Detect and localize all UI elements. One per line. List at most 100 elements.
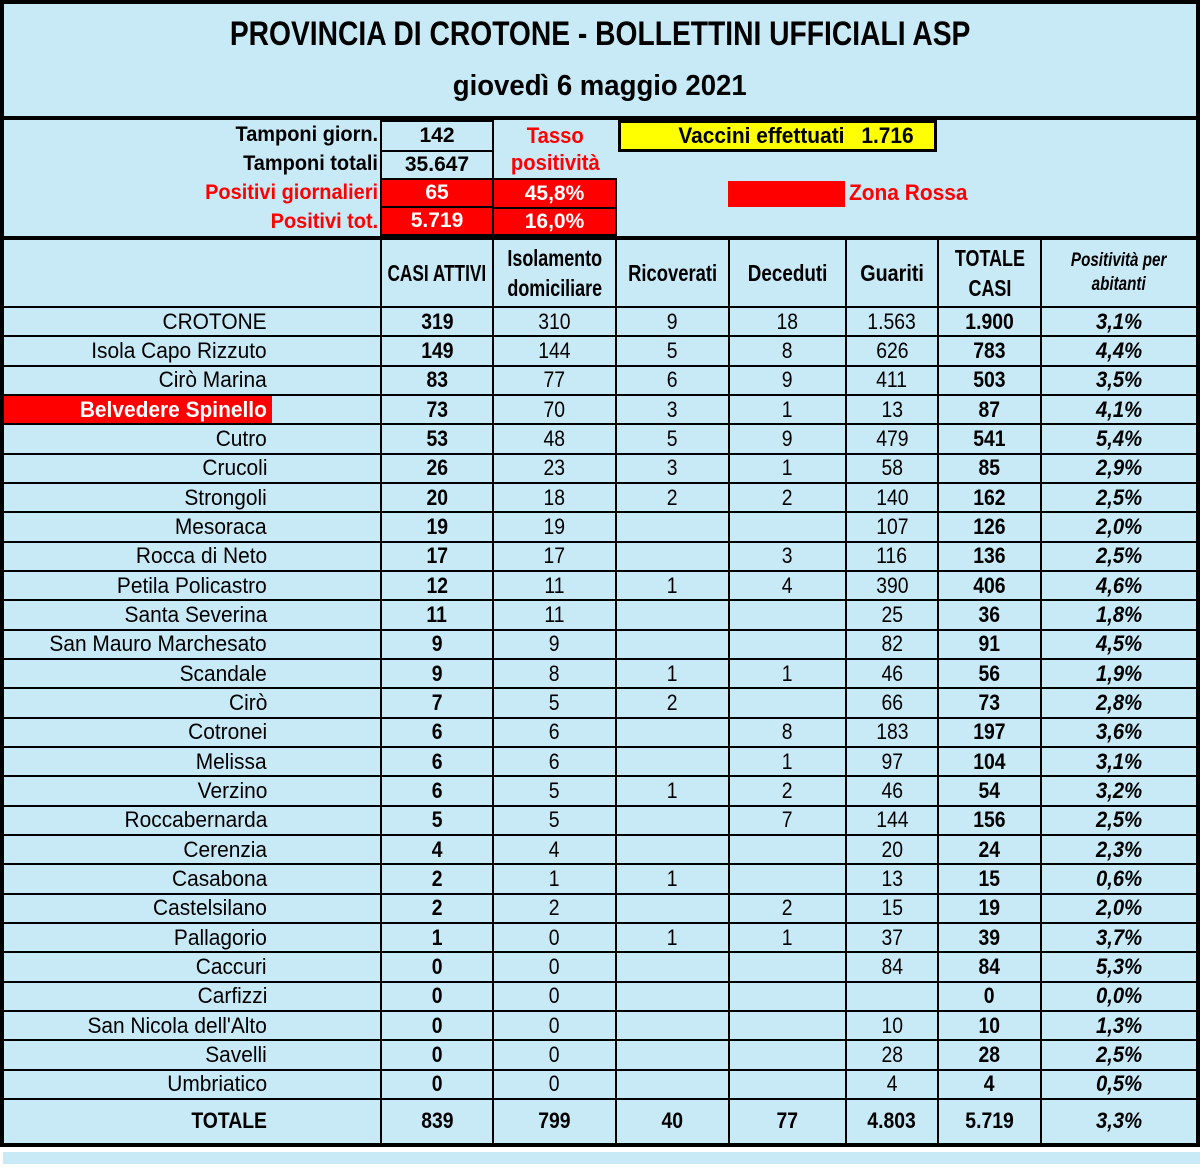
row-3-col-4: 13 bbox=[847, 395, 939, 426]
row-14-col-6: 3,6% bbox=[1042, 719, 1196, 748]
tasso-value-giornaliero: 45,8% bbox=[494, 180, 615, 207]
row-5-col-4: 58 bbox=[847, 454, 939, 484]
row-19-col-4: 13 bbox=[847, 865, 939, 895]
row-11-col-6: 4,5% bbox=[1042, 631, 1196, 660]
row-4-col-4: 479 bbox=[847, 425, 939, 455]
row-23-col-0: 0 bbox=[382, 982, 494, 1012]
vaccini-label: Vaccini effettuati bbox=[677, 123, 845, 148]
row-22-col-1: 0 bbox=[494, 953, 617, 983]
row-25-col-6: 2,5% bbox=[1042, 1041, 1196, 1071]
total-col-5: 5.719 bbox=[939, 1099, 1042, 1143]
row-9-col-6: 4,6% bbox=[1042, 572, 1196, 602]
row-name-7: Mesoraca bbox=[4, 513, 382, 543]
row-8-col-2 bbox=[617, 542, 730, 572]
header-isolamento: Isolamento domiciliare bbox=[494, 240, 617, 308]
row-name-20: Castelsilano bbox=[4, 894, 382, 924]
stat-values: 142 35.647 65 5.719 bbox=[380, 120, 494, 236]
row-9-col-3: 4 bbox=[730, 571, 847, 602]
row-26-col-5: 4 bbox=[939, 1070, 1042, 1100]
row-22-col-2 bbox=[617, 953, 730, 983]
row-12-col-2: 1 bbox=[617, 659, 730, 690]
row-2-col-0: 83 bbox=[382, 366, 494, 396]
row-21-col-2: 1 bbox=[617, 923, 730, 954]
row-11-col-0: 9 bbox=[382, 630, 494, 660]
row-26-col-0: 0 bbox=[382, 1070, 494, 1100]
row-26-col-1: 0 bbox=[494, 1070, 617, 1100]
row-20-col-5: 19 bbox=[939, 894, 1042, 924]
row-25-col-4: 28 bbox=[847, 1041, 939, 1071]
row-19-col-6: 0,6% bbox=[1042, 865, 1196, 895]
row-2-col-6: 3,5% bbox=[1042, 367, 1196, 396]
row-15-col-0: 6 bbox=[382, 747, 494, 778]
row-name-21: Pallagorio bbox=[4, 923, 382, 954]
row-3-col-2: 3 bbox=[617, 395, 730, 426]
row-2-col-1: 77 bbox=[494, 366, 617, 396]
row-24-col-0: 0 bbox=[382, 1011, 494, 1042]
row-12-col-6: 1,9% bbox=[1042, 660, 1196, 690]
row-7-col-1: 19 bbox=[494, 513, 617, 543]
row-8-col-5: 136 bbox=[939, 542, 1042, 572]
row-12-col-0: 9 bbox=[382, 659, 494, 690]
row-21-col-5: 39 bbox=[939, 923, 1042, 954]
row-8-col-3: 3 bbox=[730, 542, 847, 572]
row-3-col-5: 87 bbox=[939, 395, 1042, 426]
row-2-col-3: 9 bbox=[730, 366, 847, 396]
stat-value-tamponi-giornalieri: 142 bbox=[419, 124, 455, 147]
row-name-13: Cirò bbox=[4, 689, 382, 719]
row-15-col-4: 97 bbox=[847, 747, 939, 778]
total-col-6: 3,3% bbox=[1095, 1108, 1143, 1134]
row-17-col-4: 144 bbox=[847, 806, 939, 836]
row-4-col-2: 5 bbox=[617, 425, 730, 455]
row-1-col-1: 144 bbox=[494, 337, 617, 367]
row-7-col-4: 107 bbox=[847, 513, 939, 543]
row-7-col-5: 126 bbox=[939, 513, 1042, 543]
row-19-col-0: 2 bbox=[382, 865, 494, 895]
row-5-col-6: 2,9% bbox=[1042, 455, 1196, 484]
row-6-col-2: 2 bbox=[617, 483, 730, 514]
vaccini-box: Vaccini effettuati 1.716 bbox=[618, 120, 937, 152]
row-18-col-4: 20 bbox=[847, 835, 939, 866]
row-10-col-3 bbox=[730, 601, 847, 631]
row-15-col-1: 6 bbox=[494, 747, 617, 778]
row-11-col-3 bbox=[730, 630, 847, 660]
row-2-col-2: 6 bbox=[617, 366, 730, 396]
tasso-positivita-label: Tasso positività bbox=[511, 123, 600, 175]
row-2-col-4: 411 bbox=[847, 366, 939, 396]
row-8-col-6: 2,5% bbox=[1042, 543, 1196, 572]
row-8-col-1: 17 bbox=[494, 542, 617, 572]
row-20-col-6: 2,0% bbox=[1042, 895, 1196, 924]
row-23-col-3 bbox=[730, 982, 847, 1012]
stat-label-tamponi-totali: Tamponi totali bbox=[243, 151, 378, 175]
row-13-col-1: 5 bbox=[494, 689, 617, 719]
header-casi-attivi: CASI ATTIVI bbox=[382, 240, 494, 308]
row-7-col-3 bbox=[730, 513, 847, 543]
row-10-col-2 bbox=[617, 601, 730, 631]
row-21-col-4: 37 bbox=[847, 923, 939, 954]
row-18-col-0: 4 bbox=[382, 835, 494, 866]
row-18-col-3 bbox=[730, 835, 847, 866]
row-10-col-4: 25 bbox=[847, 601, 939, 631]
row-16-col-4: 46 bbox=[847, 777, 939, 807]
row-6-col-1: 18 bbox=[494, 483, 617, 514]
row-name-22: Caccuri bbox=[4, 953, 382, 983]
row-19-col-5: 15 bbox=[939, 865, 1042, 895]
row-16-col-5: 54 bbox=[939, 777, 1042, 807]
row-0-col-3: 18 bbox=[730, 308, 847, 338]
row-26-col-6: 0,5% bbox=[1042, 1071, 1196, 1100]
row-1-col-5: 783 bbox=[939, 337, 1042, 367]
total-col-3: 77 bbox=[730, 1099, 847, 1143]
row-18-col-2 bbox=[617, 835, 730, 866]
row-20-col-1: 2 bbox=[494, 894, 617, 924]
row-6-col-0: 20 bbox=[382, 483, 494, 514]
zona-rossa-swatch bbox=[728, 181, 845, 207]
row-name-17: Roccabernarda bbox=[4, 806, 382, 836]
row-name-9: Petila Policastro bbox=[4, 571, 382, 602]
row-25-col-2 bbox=[617, 1041, 730, 1071]
row-10-col-0: 11 bbox=[382, 601, 494, 631]
row-16-col-2: 1 bbox=[617, 777, 730, 807]
row-24-col-6: 1,3% bbox=[1042, 1012, 1196, 1042]
row-5-col-0: 26 bbox=[382, 454, 494, 484]
row-23-col-1: 0 bbox=[494, 982, 617, 1012]
row-0-col-5: 1.900 bbox=[939, 308, 1042, 338]
row-21-col-6: 3,7% bbox=[1042, 924, 1196, 954]
